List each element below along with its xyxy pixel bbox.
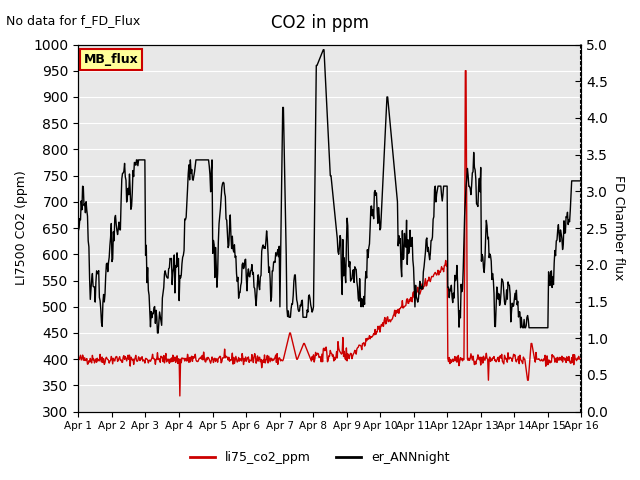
Text: MB_flux: MB_flux xyxy=(83,53,138,66)
Legend: li75_co2_ppm, er_ANNnight: li75_co2_ppm, er_ANNnight xyxy=(186,446,454,469)
Text: No data for f_FD_Flux: No data for f_FD_Flux xyxy=(6,14,141,27)
Y-axis label: LI7500 CO2 (ppm): LI7500 CO2 (ppm) xyxy=(15,171,28,286)
Text: CO2 in ppm: CO2 in ppm xyxy=(271,14,369,33)
Y-axis label: FD Chamber flux: FD Chamber flux xyxy=(612,176,625,281)
